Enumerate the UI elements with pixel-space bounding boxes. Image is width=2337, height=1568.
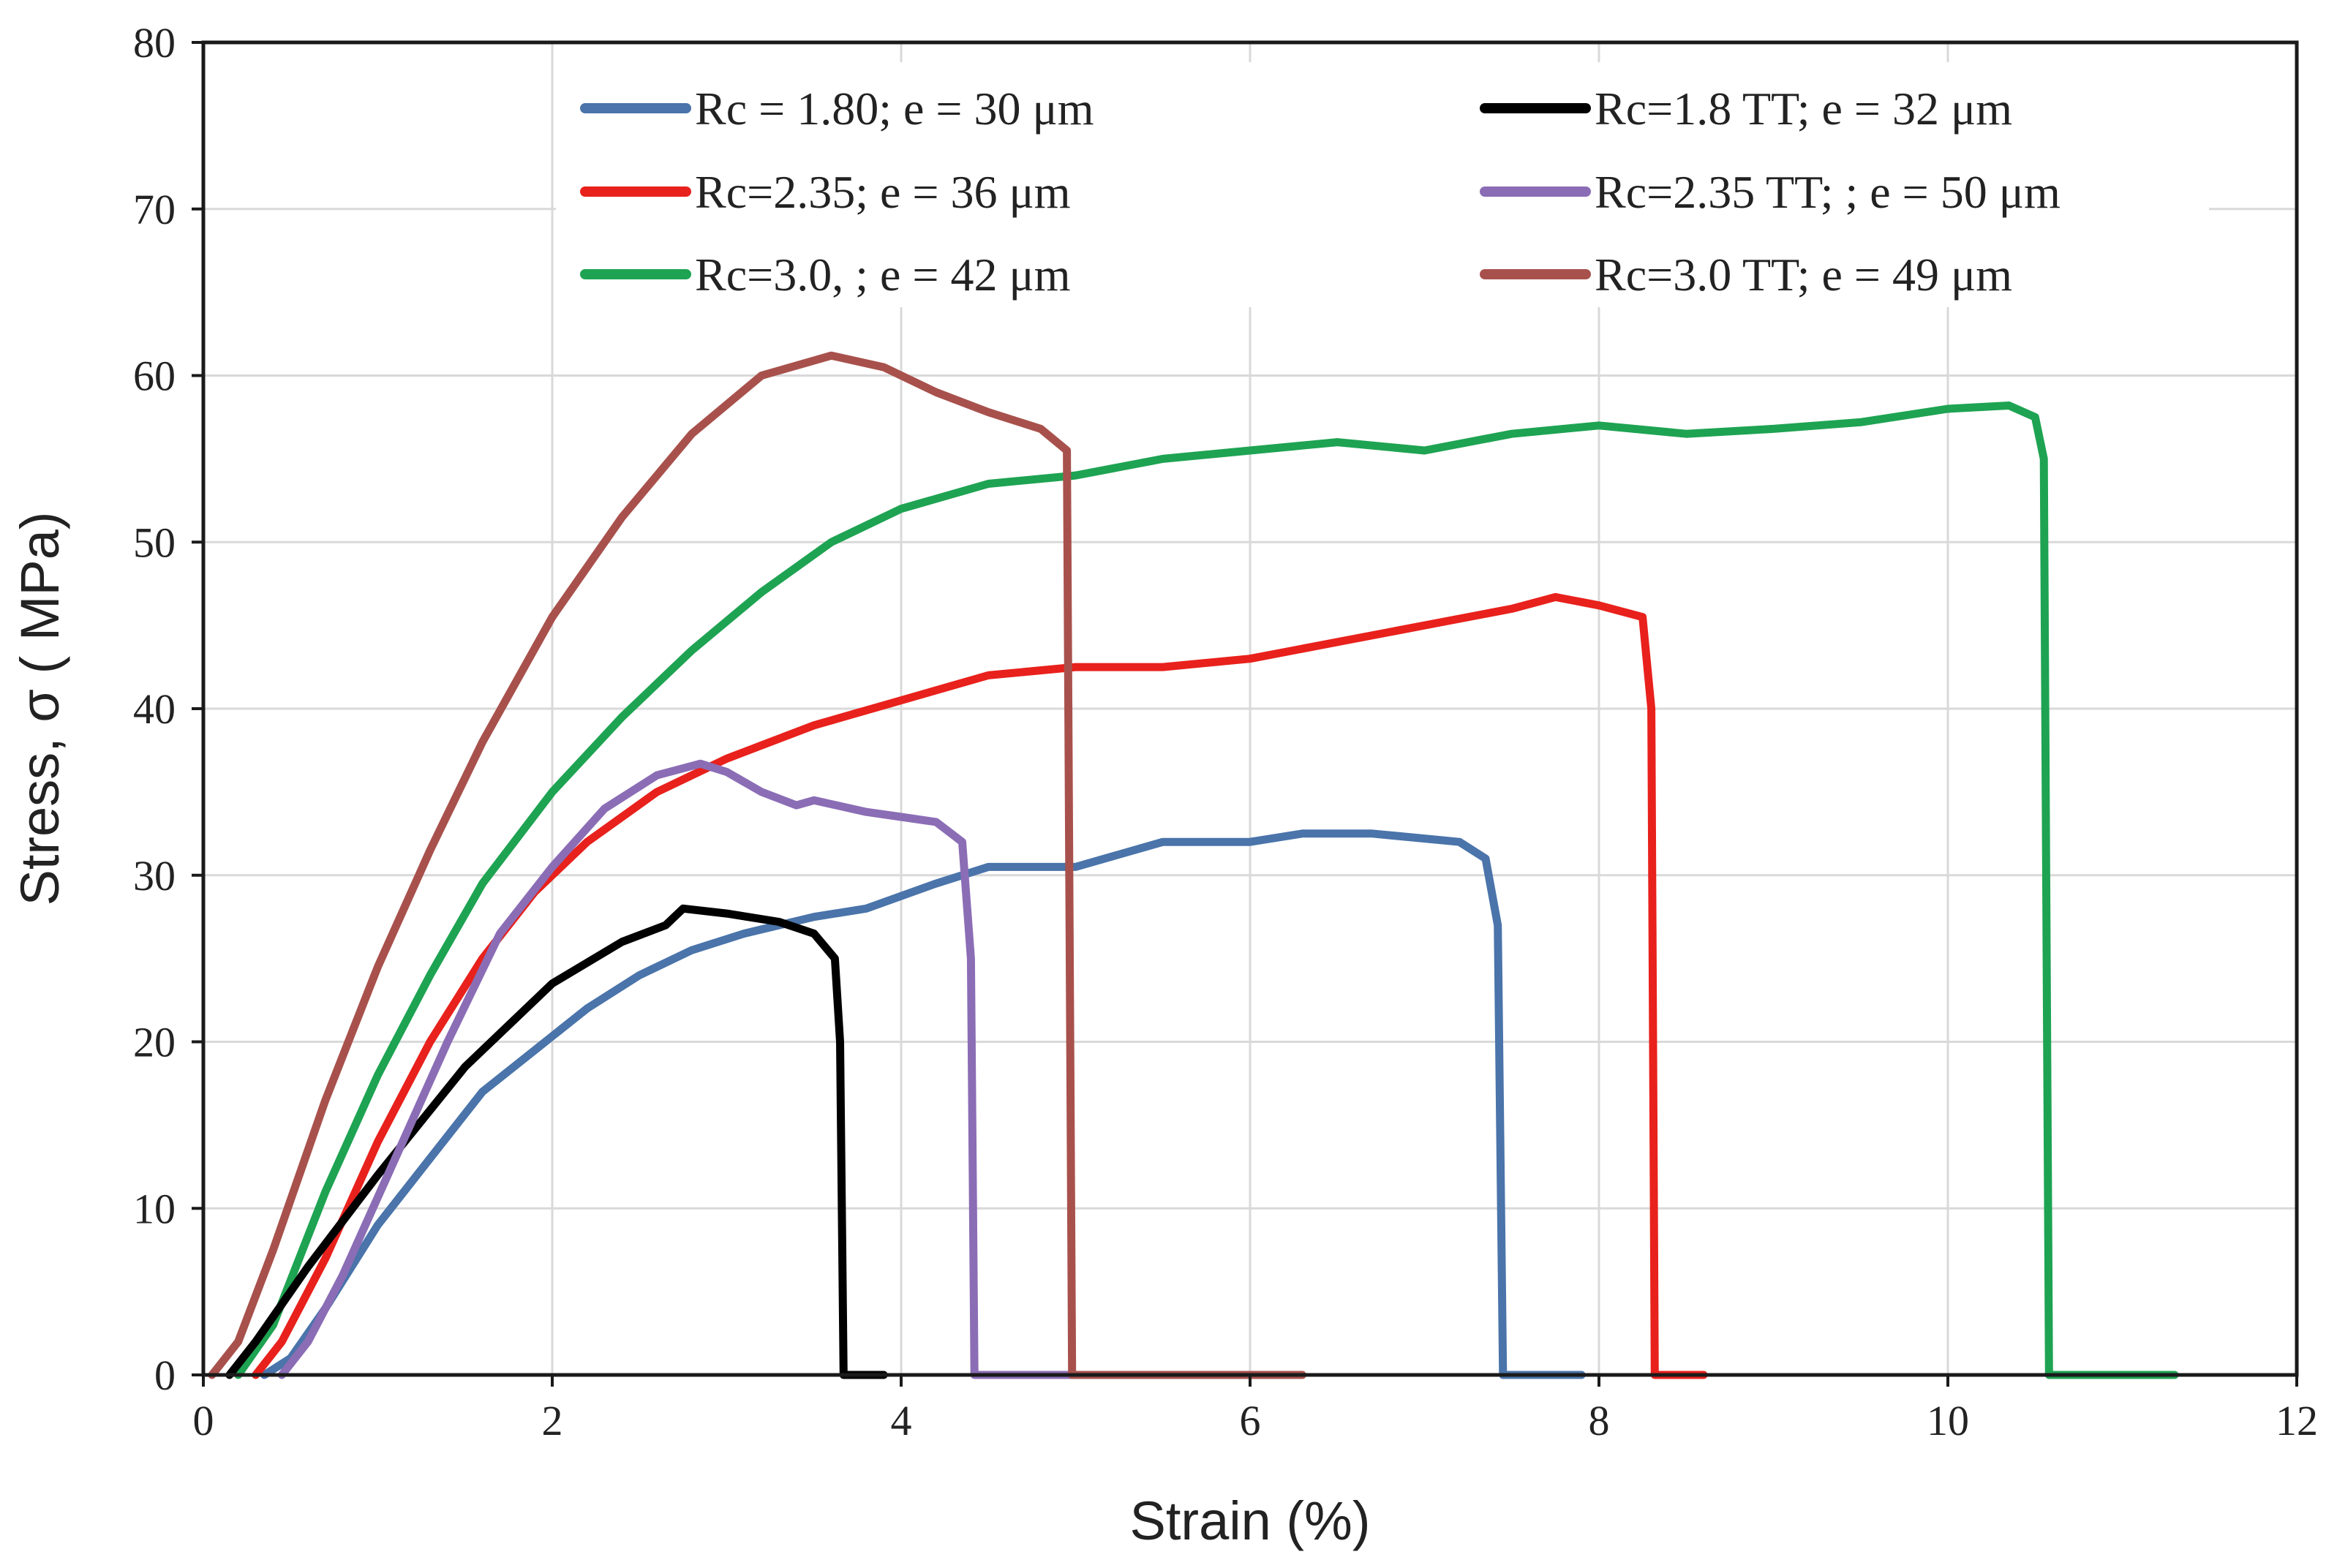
series-line-3 (234, 402, 2179, 1379)
x-tick-label: 0 (193, 1397, 214, 1444)
x-tick-label: 10 (1927, 1397, 1969, 1444)
y-tick-label: 30 (133, 852, 176, 900)
x-tick-label: 8 (1589, 1397, 1610, 1444)
y-tick-label: 0 (154, 1352, 176, 1399)
y-tick-label: 20 (133, 1019, 176, 1066)
y-tick-label: 80 (133, 19, 176, 67)
legend-label: Rc=2.35 TT; ; e = 50 μm (1595, 166, 2061, 218)
series-line-1 (260, 829, 1586, 1379)
x-tick-label: 2 (542, 1397, 563, 1444)
y-axis-title: Stress, σ ( MPa) (10, 511, 70, 905)
y-tick-label: 40 (133, 685, 176, 733)
legend-background (556, 62, 2209, 307)
series-line-2 (252, 592, 1708, 1379)
x-tick-label: 6 (1240, 1397, 1261, 1444)
y-tick-label: 10 (133, 1185, 176, 1232)
axis-ticks: 0 2 4 6 8 10 12 0 10 20 30 40 50 60 70 80 (133, 19, 2318, 1444)
series-line-5 (277, 759, 1080, 1379)
legend-label: Rc=3.0, ; e = 42 μm (695, 249, 1071, 301)
series-line-4 (225, 904, 888, 1379)
series-layer (208, 351, 2179, 1379)
y-tick-label: 70 (133, 186, 176, 233)
legend-label: Rc=3.0 TT; e = 49 μm (1595, 249, 2012, 301)
legend-label: Rc=1.8 TT; e = 32 μm (1595, 83, 2012, 135)
x-tick-label: 12 (2276, 1397, 2318, 1444)
y-tick-label: 50 (133, 519, 176, 566)
x-axis-title: Strain (%) (1130, 1490, 1371, 1551)
x-tick-label: 4 (891, 1397, 912, 1444)
series-line-6 (208, 351, 1306, 1379)
y-tick-label: 60 (133, 353, 176, 400)
legend-label: Rc=2.35; e = 36 μm (695, 166, 1071, 218)
legend: Rc = 1.80; e = 30 μm Rc=2.35; e = 36 μm Rc… (556, 62, 2209, 307)
legend-label: Rc = 1.80; e = 30 μm (695, 83, 1094, 135)
